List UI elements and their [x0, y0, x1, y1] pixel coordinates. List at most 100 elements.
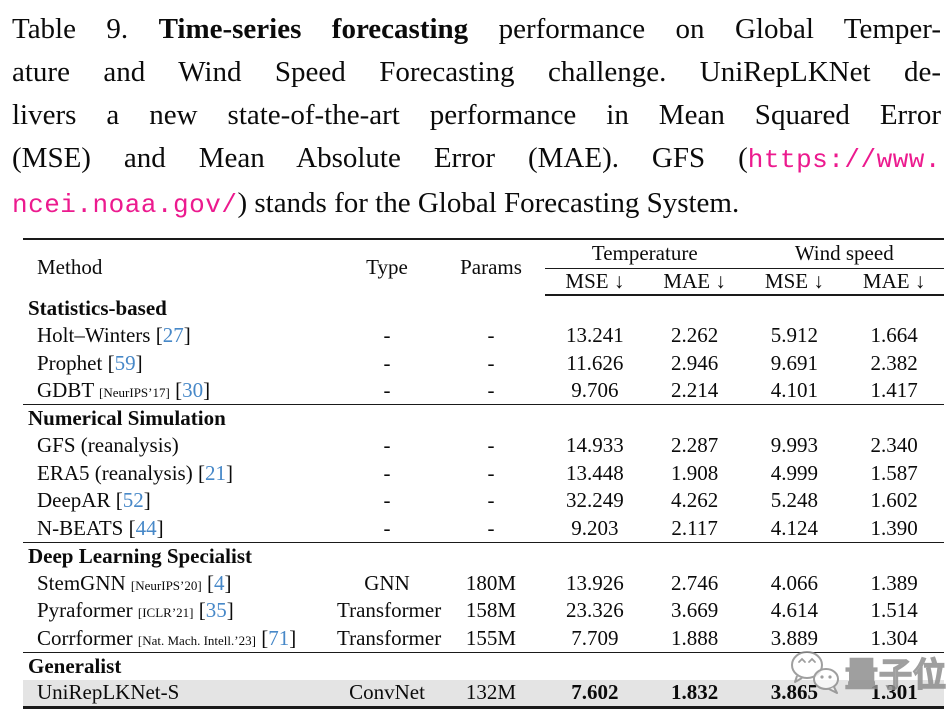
citation-bracket: [ — [261, 625, 269, 650]
citation-bracket: ] — [225, 460, 233, 485]
table-row: Holt–Winters [27] - - 13.241 2.262 5.912… — [23, 322, 944, 350]
citation-number[interactable]: 71 — [268, 625, 290, 650]
wind-mae-cell: 1.390 — [870, 515, 918, 540]
caption-text: Table 9. — [12, 13, 159, 45]
table-row: StemGNN [NeurIPS’20] [4] GNN 180M 13.926… — [23, 570, 944, 598]
citation-bracket: [ — [198, 598, 206, 623]
citation-number[interactable]: 27 — [162, 323, 184, 348]
citation-link[interactable]: [21] — [198, 461, 233, 485]
method-name: Corrformer — [37, 625, 133, 650]
citation-number[interactable]: 59 — [114, 350, 136, 375]
method-name: ERA5 (reanalysis) — [37, 460, 193, 485]
citation-link[interactable]: [59] — [108, 351, 143, 375]
temp-mae-cell: 2.117 — [671, 515, 718, 540]
citation-bracket: [ — [206, 570, 214, 595]
section-title: Numerical Simulation — [23, 404, 945, 432]
wind-mae-header: MAE ↓ — [844, 268, 945, 296]
wind-mse-cell: 4.999 — [770, 460, 818, 485]
citation-number[interactable]: 30 — [182, 378, 204, 402]
caption-line-3: livers a new state-of-the-art performanc… — [12, 94, 941, 137]
table-row: GDBT [NeurIPS’17] [30] - - 9.706 2.214 4… — [23, 377, 944, 405]
header-row-metrics: MSE ↓ MAE ↓ MSE ↓ MAE ↓ — [23, 268, 945, 296]
citation-link[interactable]: [71] — [261, 626, 296, 650]
citation-link[interactable]: [30] — [175, 378, 210, 402]
params-cell: 180M — [465, 570, 517, 595]
citation-bracket: [ — [115, 488, 123, 513]
temp-mae-cell: 3.669 — [671, 598, 719, 623]
results-table: Method Type Params Temperature Wind spee… — [23, 238, 945, 709]
method-cell: Holt–Winters [27] — [23, 322, 337, 350]
caption-line-4: (MSE) and Mean Absolute Error (MAE). GFS… — [12, 137, 941, 182]
method-column-header: Method — [37, 254, 103, 279]
citation-link[interactable]: [35] — [199, 598, 234, 622]
citation-number[interactable]: 52 — [122, 488, 144, 513]
temp-mse-header: MSE ↓ — [545, 268, 645, 296]
wind-speed-group-header: Wind speed — [744, 239, 945, 269]
method-cell: Pyraformer [ICLR’21] [35] — [23, 597, 337, 625]
params-cell: - — [487, 488, 495, 513]
citation-link[interactable]: [44] — [129, 516, 164, 540]
caption-text: ) stands for the Global Forecasting Syst… — [237, 187, 740, 219]
wind-mse-cell: 4.066 — [770, 570, 818, 595]
type-cell: - — [383, 378, 391, 402]
temp-mae-cell: 2.946 — [671, 350, 719, 375]
wind-mse-cell: 9.993 — [770, 433, 818, 458]
wind-mse-cell: 4.101 — [770, 378, 818, 402]
venue-tag: [Nat. Mach. Intell.’23] — [137, 632, 256, 648]
wind-mae-cell: 1.304 — [870, 625, 918, 650]
temperature-group-header: Temperature — [545, 239, 745, 269]
citation-link[interactable]: [52] — [116, 488, 151, 512]
noaa-url-link[interactable]: https://www. — [747, 145, 941, 175]
wind-mae-cell: 1.664 — [870, 323, 918, 348]
temp-mae-cell: 1.832 — [671, 680, 719, 704]
type-cell: - — [383, 460, 391, 485]
params-cell: 132M — [465, 680, 517, 704]
method-name: DeepAR — [37, 488, 111, 513]
citation-number[interactable]: 44 — [135, 515, 157, 540]
method-cell: DeepAR [52] — [23, 487, 337, 515]
method-name: UniRepLKNet-S — [37, 680, 180, 704]
wind-mse-cell: 5.912 — [770, 323, 818, 348]
type-cell: - — [383, 488, 391, 513]
noaa-url-link[interactable]: ncei.noaa.gov/ — [12, 190, 238, 220]
params-cell: - — [487, 350, 495, 375]
wind-mae-cell: 1.602 — [870, 488, 918, 513]
caption-line-5: ncei.noaa.gov/) stands for the Global Fo… — [12, 182, 941, 227]
type-cell: - — [383, 433, 391, 458]
section-header-row: Numerical Simulation — [23, 404, 945, 432]
type-cell: - — [383, 515, 391, 540]
type-cell: - — [383, 350, 391, 375]
method-cell: N-BEATS [44] — [23, 515, 337, 543]
temp-mae-cell: 2.262 — [671, 323, 719, 348]
params-cell: - — [487, 460, 495, 485]
caption-line-2: ature and Wind Speed Forecasting challen… — [12, 51, 941, 94]
method-name: Holt–Winters — [37, 323, 151, 348]
caption-line-1: Table 9. Time-series forecasting perform… — [12, 8, 941, 51]
table-row: ERA5 (reanalysis) [21] - - 13.448 1.908 … — [23, 460, 944, 488]
temp-mse-cell: 7.709 — [571, 625, 619, 650]
citation-bracket: ] — [156, 515, 164, 540]
type-cell: Transformer — [337, 625, 442, 650]
citation-link[interactable]: [27] — [156, 323, 191, 347]
citation-link[interactable]: [4] — [207, 571, 232, 595]
params-cell: - — [487, 433, 495, 458]
citation-number[interactable]: 21 — [204, 460, 226, 485]
params-cell: - — [487, 515, 495, 540]
citation-number[interactable]: 35 — [205, 598, 227, 623]
type-cell: Transformer — [337, 598, 442, 623]
method-cell: GFS (reanalysis) — [23, 432, 337, 460]
table-row: Prophet [59] - - 11.626 2.946 9.691 2.38… — [23, 350, 944, 378]
results-table-wrapper: Method Type Params Temperature Wind spee… — [23, 238, 945, 709]
method-cell: UniRepLKNet-S — [23, 680, 337, 708]
wind-mae-cell: 1.514 — [870, 598, 918, 623]
type-cell: GNN — [364, 570, 410, 595]
citation-bracket: [ — [107, 350, 115, 375]
citation-number[interactable]: 4 — [213, 570, 225, 595]
citation-bracket: [ — [197, 460, 205, 485]
wind-mae-cell: 1.417 — [870, 378, 918, 402]
caption-text: livers a new state-of-the-art performanc… — [12, 99, 941, 131]
temp-mse-cell: 32.249 — [566, 488, 624, 513]
method-name: GFS (reanalysis) — [37, 433, 179, 458]
wind-mse-cell: 4.124 — [770, 515, 818, 540]
params-column-header: Params — [460, 254, 522, 279]
